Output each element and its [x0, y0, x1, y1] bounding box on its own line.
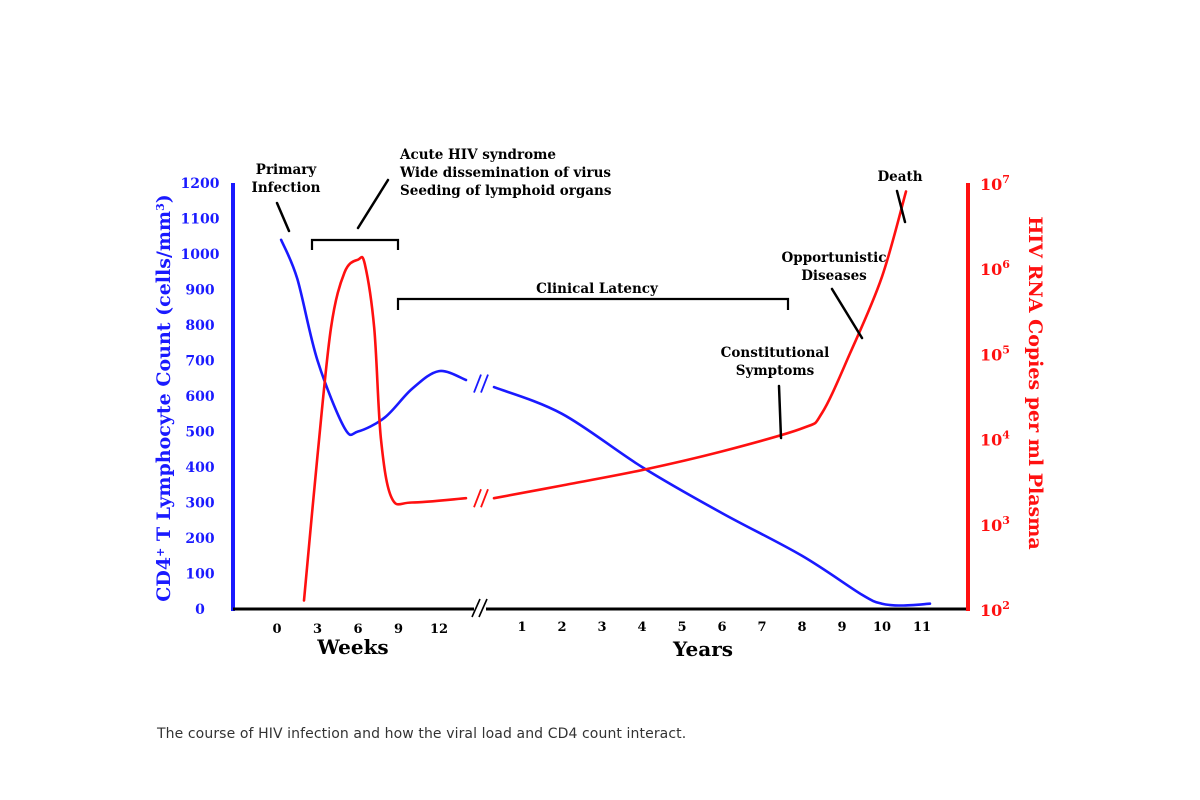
left-tick-label: 300	[185, 496, 214, 512]
series-break-mark	[480, 488, 489, 508]
annotations: Primary Infection Acute HIV syndrome Wide d…	[252, 147, 923, 440]
x-year-tick-label: 10	[873, 620, 891, 635]
x-week-tick-label: 0	[272, 622, 281, 637]
x-year-tick-label: 6	[717, 620, 726, 635]
x-weeks-label: Weeks	[316, 635, 388, 659]
left-tick-label: 700	[185, 354, 214, 370]
left-tick-label: 800	[185, 318, 214, 334]
figure-caption: The course of HIV infection and how the …	[157, 726, 687, 742]
x-year-tick-label: 2	[557, 620, 566, 635]
left-tick-label: 1100	[181, 212, 220, 228]
right-tick-label: 104	[980, 429, 1010, 450]
bracket-acute	[310, 238, 400, 250]
series-line-weeks	[302, 255, 468, 602]
series-layer	[279, 190, 932, 607]
annotation-opportunistic: Opportunistic Diseases	[782, 250, 887, 284]
x-year-tick-label: 1	[517, 620, 526, 635]
x-axis-break	[471, 598, 488, 618]
x-week-tick-label: 12	[430, 622, 448, 637]
pointer-death	[895, 189, 907, 224]
axes: 0100200300400500600700800900100011001200…	[153, 173, 1046, 661]
x-week-tick-label: 3	[313, 622, 322, 637]
pointer-opportunistic	[830, 287, 864, 340]
annotation-constitutional: Constitutional Symptoms	[721, 345, 830, 379]
annotation-acute-hiv: Acute HIV syndrome Wide dissemination of …	[399, 147, 612, 199]
series-cd4	[279, 238, 932, 607]
series-hiv-rna	[302, 190, 908, 602]
annotation-clinical-latency: Clinical Latency	[536, 281, 659, 297]
left-tick-label: 500	[185, 425, 214, 441]
left-tick-label: 100	[185, 567, 214, 583]
left-tick-label: 200	[185, 531, 214, 547]
pointer-acute-hiv	[356, 178, 390, 230]
x-year-tick-label: 8	[797, 620, 806, 635]
x-year-tick-label: 3	[597, 620, 606, 635]
x-year-tick-label: 11	[913, 620, 931, 635]
left-tick-label: 400	[185, 460, 214, 476]
x-week-tick-label: 9	[394, 622, 403, 637]
right-tick-label: 107	[980, 173, 1010, 194]
annotation-death: Death	[877, 169, 922, 185]
left-tick-label: 1000	[181, 247, 220, 263]
series-line-years	[492, 385, 932, 607]
left-tick-label: 1200	[181, 176, 220, 192]
right-tick-label: 105	[980, 343, 1010, 364]
x-week-tick-label: 6	[353, 622, 362, 637]
pointer-constitutional	[777, 384, 783, 440]
pointer-primary-infection	[275, 201, 291, 233]
left-tick-label: 0	[195, 602, 205, 618]
left-tick-label: 900	[185, 283, 214, 299]
series-break-mark	[473, 488, 482, 508]
series-break-mark	[473, 374, 482, 393]
right-axis-title: HIV RNA Copies per ml Plasma	[1024, 216, 1046, 549]
right-tick-label: 106	[980, 258, 1010, 279]
left-tick-label: 600	[185, 389, 214, 405]
x-year-tick-label: 4	[637, 620, 646, 635]
series-line-years	[492, 190, 908, 500]
annotation-primary-infection: Primary Infection	[252, 162, 321, 196]
left-axis-title: CD4+ T Lymphocyte Count (cells/mm3)	[153, 194, 175, 602]
series-break-mark	[480, 374, 489, 393]
x-years-label: Years	[672, 637, 733, 661]
right-tick-label: 102	[980, 599, 1010, 620]
x-year-tick-label: 7	[757, 620, 766, 635]
series-line-weeks	[279, 238, 468, 437]
x-year-tick-label: 5	[677, 620, 686, 635]
right-tick-label: 103	[980, 514, 1010, 535]
bracket-clinical-latency	[396, 297, 790, 310]
x-year-tick-label: 9	[837, 620, 846, 635]
